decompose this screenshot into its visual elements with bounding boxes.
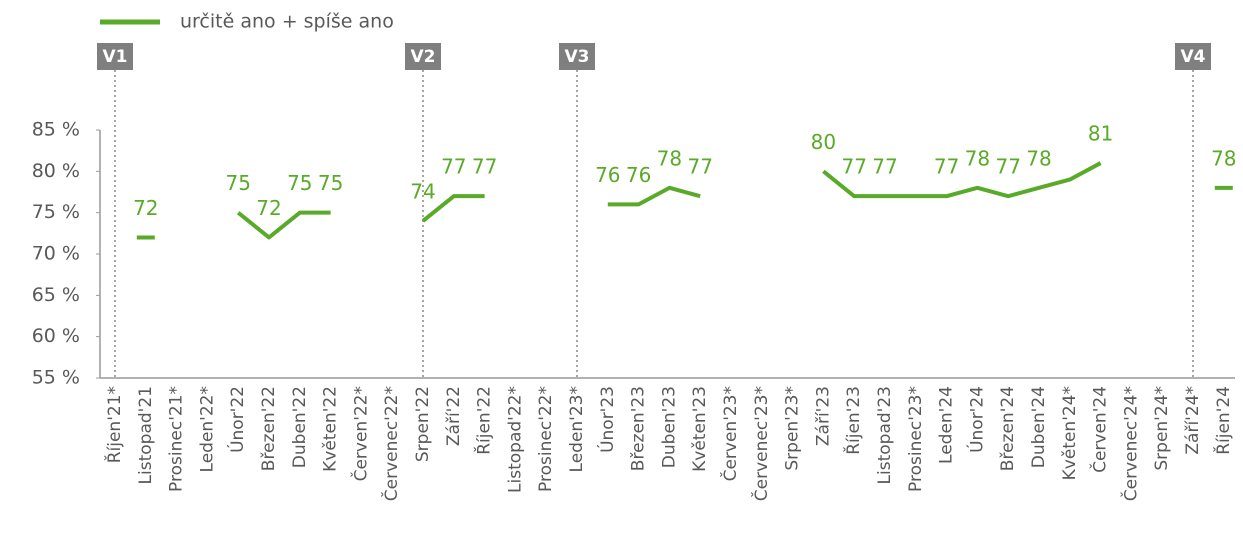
data-label: 75 bbox=[318, 171, 343, 195]
x-tick-label: Říjen'24 bbox=[1212, 386, 1234, 455]
y-tick-label: 60 % bbox=[32, 325, 80, 347]
data-label: 80 bbox=[811, 130, 836, 154]
version-label: V3 bbox=[565, 47, 590, 67]
version-box bbox=[405, 43, 441, 70]
x-tick-label: Březen'23 bbox=[629, 386, 649, 471]
x-tick-label: Srpen'24* bbox=[1152, 386, 1172, 471]
x-tick-label: Duben'24 bbox=[1029, 386, 1049, 468]
x-tick-label: Únor'22 bbox=[226, 386, 248, 453]
x-tick-label: Srpen'22 bbox=[413, 386, 433, 462]
y-tick-label: 80 % bbox=[32, 160, 80, 182]
x-tick-label: Únor'24 bbox=[965, 386, 987, 453]
x-tick-label: Říjen'23 bbox=[842, 386, 864, 455]
data-label: 78 bbox=[1211, 146, 1236, 170]
x-tick-label: Prosinec'21* bbox=[167, 386, 187, 492]
x-tick-label: Červen'23* bbox=[719, 386, 741, 481]
x-tick-label: Prosinec'23* bbox=[906, 386, 926, 492]
x-tick-label: Leden'24 bbox=[937, 386, 957, 464]
data-label: 77 bbox=[934, 155, 959, 179]
x-tick-label: Květen'24* bbox=[1060, 386, 1080, 480]
x-tick-label: Květen'22 bbox=[321, 386, 341, 472]
data-label: 72 bbox=[256, 196, 281, 220]
x-tick-label: Říjen'21* bbox=[103, 386, 125, 463]
line-series bbox=[236, 210, 331, 240]
version-label: V4 bbox=[1181, 47, 1206, 67]
x-tick-label: Listopad'22* bbox=[505, 386, 525, 493]
x-tick-label: Říjen'22 bbox=[473, 386, 495, 455]
y-tick-label: 70 % bbox=[32, 243, 80, 265]
x-tick-label: Listopad'21 bbox=[136, 386, 156, 484]
x-tick-label: Srpen'23* bbox=[783, 386, 803, 471]
data-label: 75 bbox=[225, 171, 250, 195]
data-label: 78 bbox=[1026, 146, 1051, 170]
legend-label: určitě ano + spíše ano bbox=[180, 11, 394, 33]
data-label: 72 bbox=[133, 196, 158, 220]
data-label: 77 bbox=[472, 155, 497, 179]
data-label: 81 bbox=[1088, 122, 1113, 146]
y-tick-label: 75 % bbox=[32, 201, 80, 223]
data-label: 77 bbox=[872, 155, 897, 179]
x-tick-label: Květen'23 bbox=[690, 386, 710, 472]
x-tick-label: Červenec'23* bbox=[750, 386, 772, 501]
data-label: 76 bbox=[626, 163, 651, 187]
data-label: 78 bbox=[965, 146, 990, 170]
x-tick-label: Leden'22* bbox=[197, 386, 217, 472]
version-box bbox=[559, 43, 595, 70]
version-box bbox=[1175, 43, 1211, 70]
y-tick-label: 85 % bbox=[32, 119, 80, 141]
x-tick-label: Červenec'22* bbox=[380, 386, 402, 501]
x-tick-label: Červenec'24* bbox=[1119, 386, 1141, 501]
version-label: V2 bbox=[411, 47, 436, 67]
data-label: 74 bbox=[410, 179, 435, 203]
x-tick-label: Listopad'23 bbox=[875, 386, 895, 484]
line-series bbox=[607, 185, 701, 207]
x-tick-label: Březen'24 bbox=[998, 386, 1018, 471]
x-tick-label: Únor'23 bbox=[596, 386, 618, 453]
data-label: 75 bbox=[287, 171, 312, 195]
x-tick-label: Prosinec'22* bbox=[536, 386, 556, 492]
data-label: 78 bbox=[657, 146, 682, 170]
data-label: 77 bbox=[841, 155, 866, 179]
x-tick-label: Září'22 bbox=[444, 386, 464, 446]
x-tick-label: Září'24* bbox=[1183, 386, 1203, 455]
x-tick-label: Duben'23 bbox=[659, 386, 679, 468]
y-tick-label: 65 % bbox=[32, 284, 80, 306]
version-label: V1 bbox=[103, 47, 128, 67]
line-series bbox=[421, 194, 485, 223]
data-label: 77 bbox=[441, 155, 466, 179]
y-tick-label: 55 % bbox=[32, 367, 80, 389]
x-tick-label: Leden'23* bbox=[567, 386, 587, 472]
x-tick-label: Duben'22 bbox=[290, 386, 310, 468]
line-series bbox=[822, 161, 1102, 199]
data-label: 77 bbox=[995, 155, 1020, 179]
x-tick-label: Září'23 bbox=[813, 386, 833, 446]
x-tick-label: Červen'22* bbox=[349, 386, 371, 481]
data-label: 77 bbox=[687, 155, 712, 179]
x-tick-label: Červen'24 bbox=[1089, 386, 1111, 473]
data-label: 76 bbox=[595, 163, 620, 187]
x-tick-label: Březen'22 bbox=[259, 386, 279, 471]
version-box bbox=[97, 43, 133, 70]
